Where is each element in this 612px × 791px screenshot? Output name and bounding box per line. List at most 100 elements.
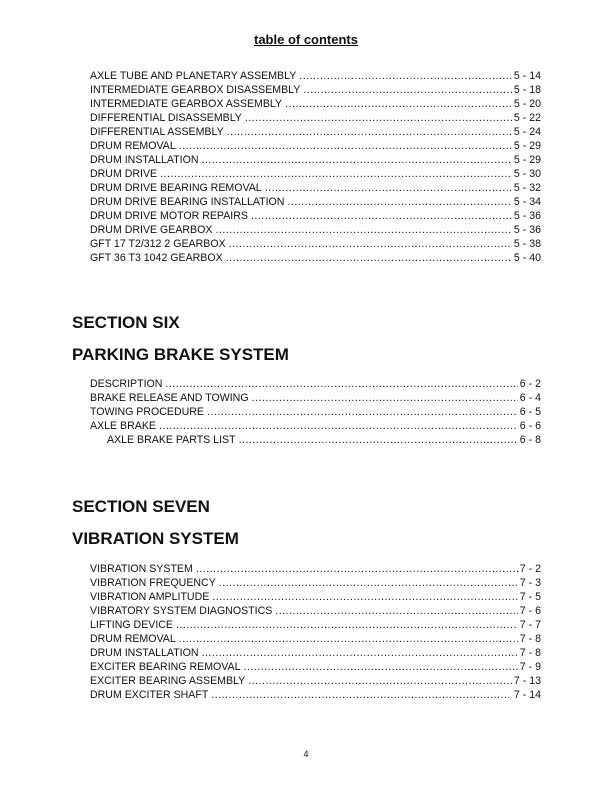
toc-entry-label: GFT 17 T2/312 2 GEARBOX — [90, 238, 226, 250]
toc-entry-page: 7 - 2 — [519, 563, 541, 575]
page-title: table of contents — [253, 32, 358, 47]
toc-entry[interactable]: DRUM DRIVE MOTOR REPAIRS 5 - 36 — [90, 209, 541, 223]
toc-entry[interactable]: DRUM DRIVE BEARING REMOVAL 5 - 32 — [90, 181, 541, 195]
toc-entry[interactable]: DRUM INSTALLATION 5 - 29 — [90, 153, 541, 167]
dot-leader — [287, 195, 511, 209]
toc-entry-page: 6 - 5 — [519, 406, 541, 418]
dot-leader — [212, 590, 517, 604]
toc-entry-label: TOWING PROCEDURE — [90, 406, 204, 418]
dot-leader — [239, 433, 518, 447]
toc-entry[interactable]: DRUM EXCITER SHAFT 7 - 14 — [90, 688, 541, 702]
toc-entry[interactable]: AXLE BRAKE PARTS LIST 6 - 8 — [90, 433, 541, 447]
page-number: 4 — [303, 749, 309, 759]
toc-entry-label: INTERMEDIATE GEARBOX ASSEMBLY — [90, 98, 283, 110]
dot-leader — [303, 83, 512, 97]
dot-leader — [215, 223, 511, 237]
toc-entry[interactable]: BRAKE RELEASE AND TOWING 6 - 4 — [90, 391, 541, 405]
dot-leader — [244, 660, 518, 674]
toc-entry-page: 5 - 34 — [513, 196, 541, 208]
toc-entry[interactable]: AXLE TUBE AND PLANETARY ASSEMBLY 5 - 14 — [90, 69, 541, 83]
section-five-entries: AXLE TUBE AND PLANETARY ASSEMBLY5 - 14IN… — [90, 69, 541, 265]
toc-entry-page: 5 - 29 — [513, 140, 541, 152]
dot-leader — [252, 391, 518, 405]
toc-entry-page: 7 - 8 — [519, 647, 541, 659]
dot-leader — [202, 646, 518, 660]
dot-leader — [299, 69, 512, 83]
section-seven-title: VIBRATION SYSTEM — [72, 529, 239, 548]
toc-entry[interactable]: VIBRATION AMPLITUDE 7 - 5 — [90, 590, 541, 604]
toc-entry-page: 5 - 36 — [513, 224, 541, 236]
dot-leader — [226, 251, 512, 265]
toc-entry-page: 7 - 9 — [519, 661, 541, 673]
toc-entry-label: DIFFERENTIAL DISASSEMBLY — [90, 112, 242, 124]
toc-entry[interactable]: VIBRATION FREQUENCY 7 - 3 — [90, 576, 541, 590]
toc-entry-page: 7 - 5 — [519, 591, 541, 603]
toc-entry[interactable]: DRUM DRIVE GEARBOX 5 - 36 — [90, 223, 541, 237]
toc-entry-page: 5 - 29 — [513, 154, 541, 166]
dot-leader — [165, 377, 517, 391]
dot-leader — [227, 125, 512, 139]
toc-entry[interactable]: DRUM DRIVE BEARING INSTALLATION 5 - 34 — [90, 195, 541, 209]
toc-entry-label: DRUM DRIVE — [90, 168, 158, 180]
dot-leader — [245, 111, 512, 125]
toc-entry-page: 7 - 7 — [519, 619, 541, 631]
dot-leader — [285, 97, 512, 111]
toc-entry[interactable]: EXCITER BEARING REMOVAL 7 - 9 — [90, 660, 541, 674]
toc-entry[interactable]: DRUM INSTALLATION 7 - 8 — [90, 646, 541, 660]
toc-entry[interactable]: LIFTING DEVICE 7 - 7 — [90, 618, 541, 632]
toc-entry-label: VIBRATION SYSTEM — [90, 563, 193, 575]
toc-entry-label: DESCRIPTION — [90, 378, 163, 390]
dot-leader — [251, 209, 512, 223]
toc-entry[interactable]: AXLE BRAKE 6 - 6 — [90, 419, 541, 433]
toc-entry-page: 7 - 8 — [519, 633, 541, 645]
toc-entry-page: 5 - 40 — [513, 252, 541, 264]
toc-entry[interactable]: EXCITER BEARING ASSEMBLY 7 - 13 — [90, 674, 541, 688]
dot-leader — [275, 604, 518, 618]
toc-entry[interactable]: DRUM DRIVE 5 - 30 — [90, 167, 541, 181]
section-six-heading: SECTION SIX — [72, 313, 180, 332]
toc-entry-page: 7 - 6 — [519, 605, 541, 617]
dot-leader — [219, 576, 518, 590]
toc-entry[interactable]: DRUM REMOVAL 5 - 29 — [90, 139, 541, 153]
toc-entry-label: DRUM EXCITER SHAFT — [90, 689, 209, 701]
toc-entry-page: 5 - 38 — [513, 238, 541, 250]
toc-entry[interactable]: GFT 17 T2/312 2 GEARBOX 5 - 38 — [90, 237, 541, 251]
dot-leader — [160, 167, 512, 181]
toc-entry-page: 7 - 14 — [513, 689, 541, 701]
toc-entry[interactable]: DRUM REMOVAL 7 - 8 — [90, 632, 541, 646]
toc-entry[interactable]: DIFFERENTIAL DISASSEMBLY 5 - 22 — [90, 111, 541, 125]
toc-entry[interactable]: INTERMEDIATE GEARBOX DISASSEMBLY 5 - 18 — [90, 83, 541, 97]
toc-entry-label: DRUM REMOVAL — [90, 633, 176, 645]
toc-entry[interactable]: INTERMEDIATE GEARBOX ASSEMBLY 5 - 20 — [90, 97, 541, 111]
toc-entry[interactable]: VIBRATORY SYSTEM DIAGNOSTICS 7 - 6 — [90, 604, 541, 618]
dot-leader — [229, 237, 512, 251]
toc-entry-label: EXCITER BEARING REMOVAL — [90, 661, 241, 673]
toc-entry[interactable]: DESCRIPTION 6 - 2 — [90, 377, 541, 391]
toc-entry[interactable]: TOWING PROCEDURE 6 - 5 — [90, 405, 541, 419]
toc-entry-label: LIFTING DEVICE — [90, 619, 173, 631]
toc-entry-label: AXLE BRAKE — [90, 420, 156, 432]
toc-entry-page: 6 - 4 — [519, 392, 541, 404]
toc-entry-label: DRUM DRIVE GEARBOX — [90, 224, 213, 236]
toc-entry-label: VIBRATION AMPLITUDE — [90, 591, 210, 603]
toc-entry-label: AXLE TUBE AND PLANETARY ASSEMBLY — [90, 70, 297, 82]
toc-entry-label: AXLE BRAKE PARTS LIST — [107, 434, 236, 446]
dot-leader — [179, 139, 512, 153]
toc-entry[interactable]: VIBRATION SYSTEM 7 - 2 — [90, 562, 541, 576]
toc-entry-label: BRAKE RELEASE AND TOWING — [90, 392, 249, 404]
toc-entry-label: VIBRATION FREQUENCY — [90, 577, 216, 589]
toc-entry[interactable]: GFT 36 T3 1042 GEARBOX 5 - 40 — [90, 251, 541, 265]
toc-entry-page: 6 - 8 — [519, 434, 541, 446]
toc-entry-page: 7 - 3 — [519, 577, 541, 589]
toc-entry-label: DRUM DRIVE BEARING INSTALLATION — [90, 196, 285, 208]
toc-entry-label: DRUM DRIVE BEARING REMOVAL — [90, 182, 262, 194]
toc-entry[interactable]: DIFFERENTIAL ASSEMBLY 5 - 24 — [90, 125, 541, 139]
toc-entry-page: 5 - 30 — [513, 168, 541, 180]
section-seven-heading: SECTION SEVEN — [72, 497, 210, 516]
dot-leader — [159, 419, 518, 433]
dot-leader — [207, 405, 518, 419]
toc-entry-page: 6 - 2 — [519, 378, 541, 390]
toc-entry-page: 7 - 13 — [513, 675, 541, 687]
